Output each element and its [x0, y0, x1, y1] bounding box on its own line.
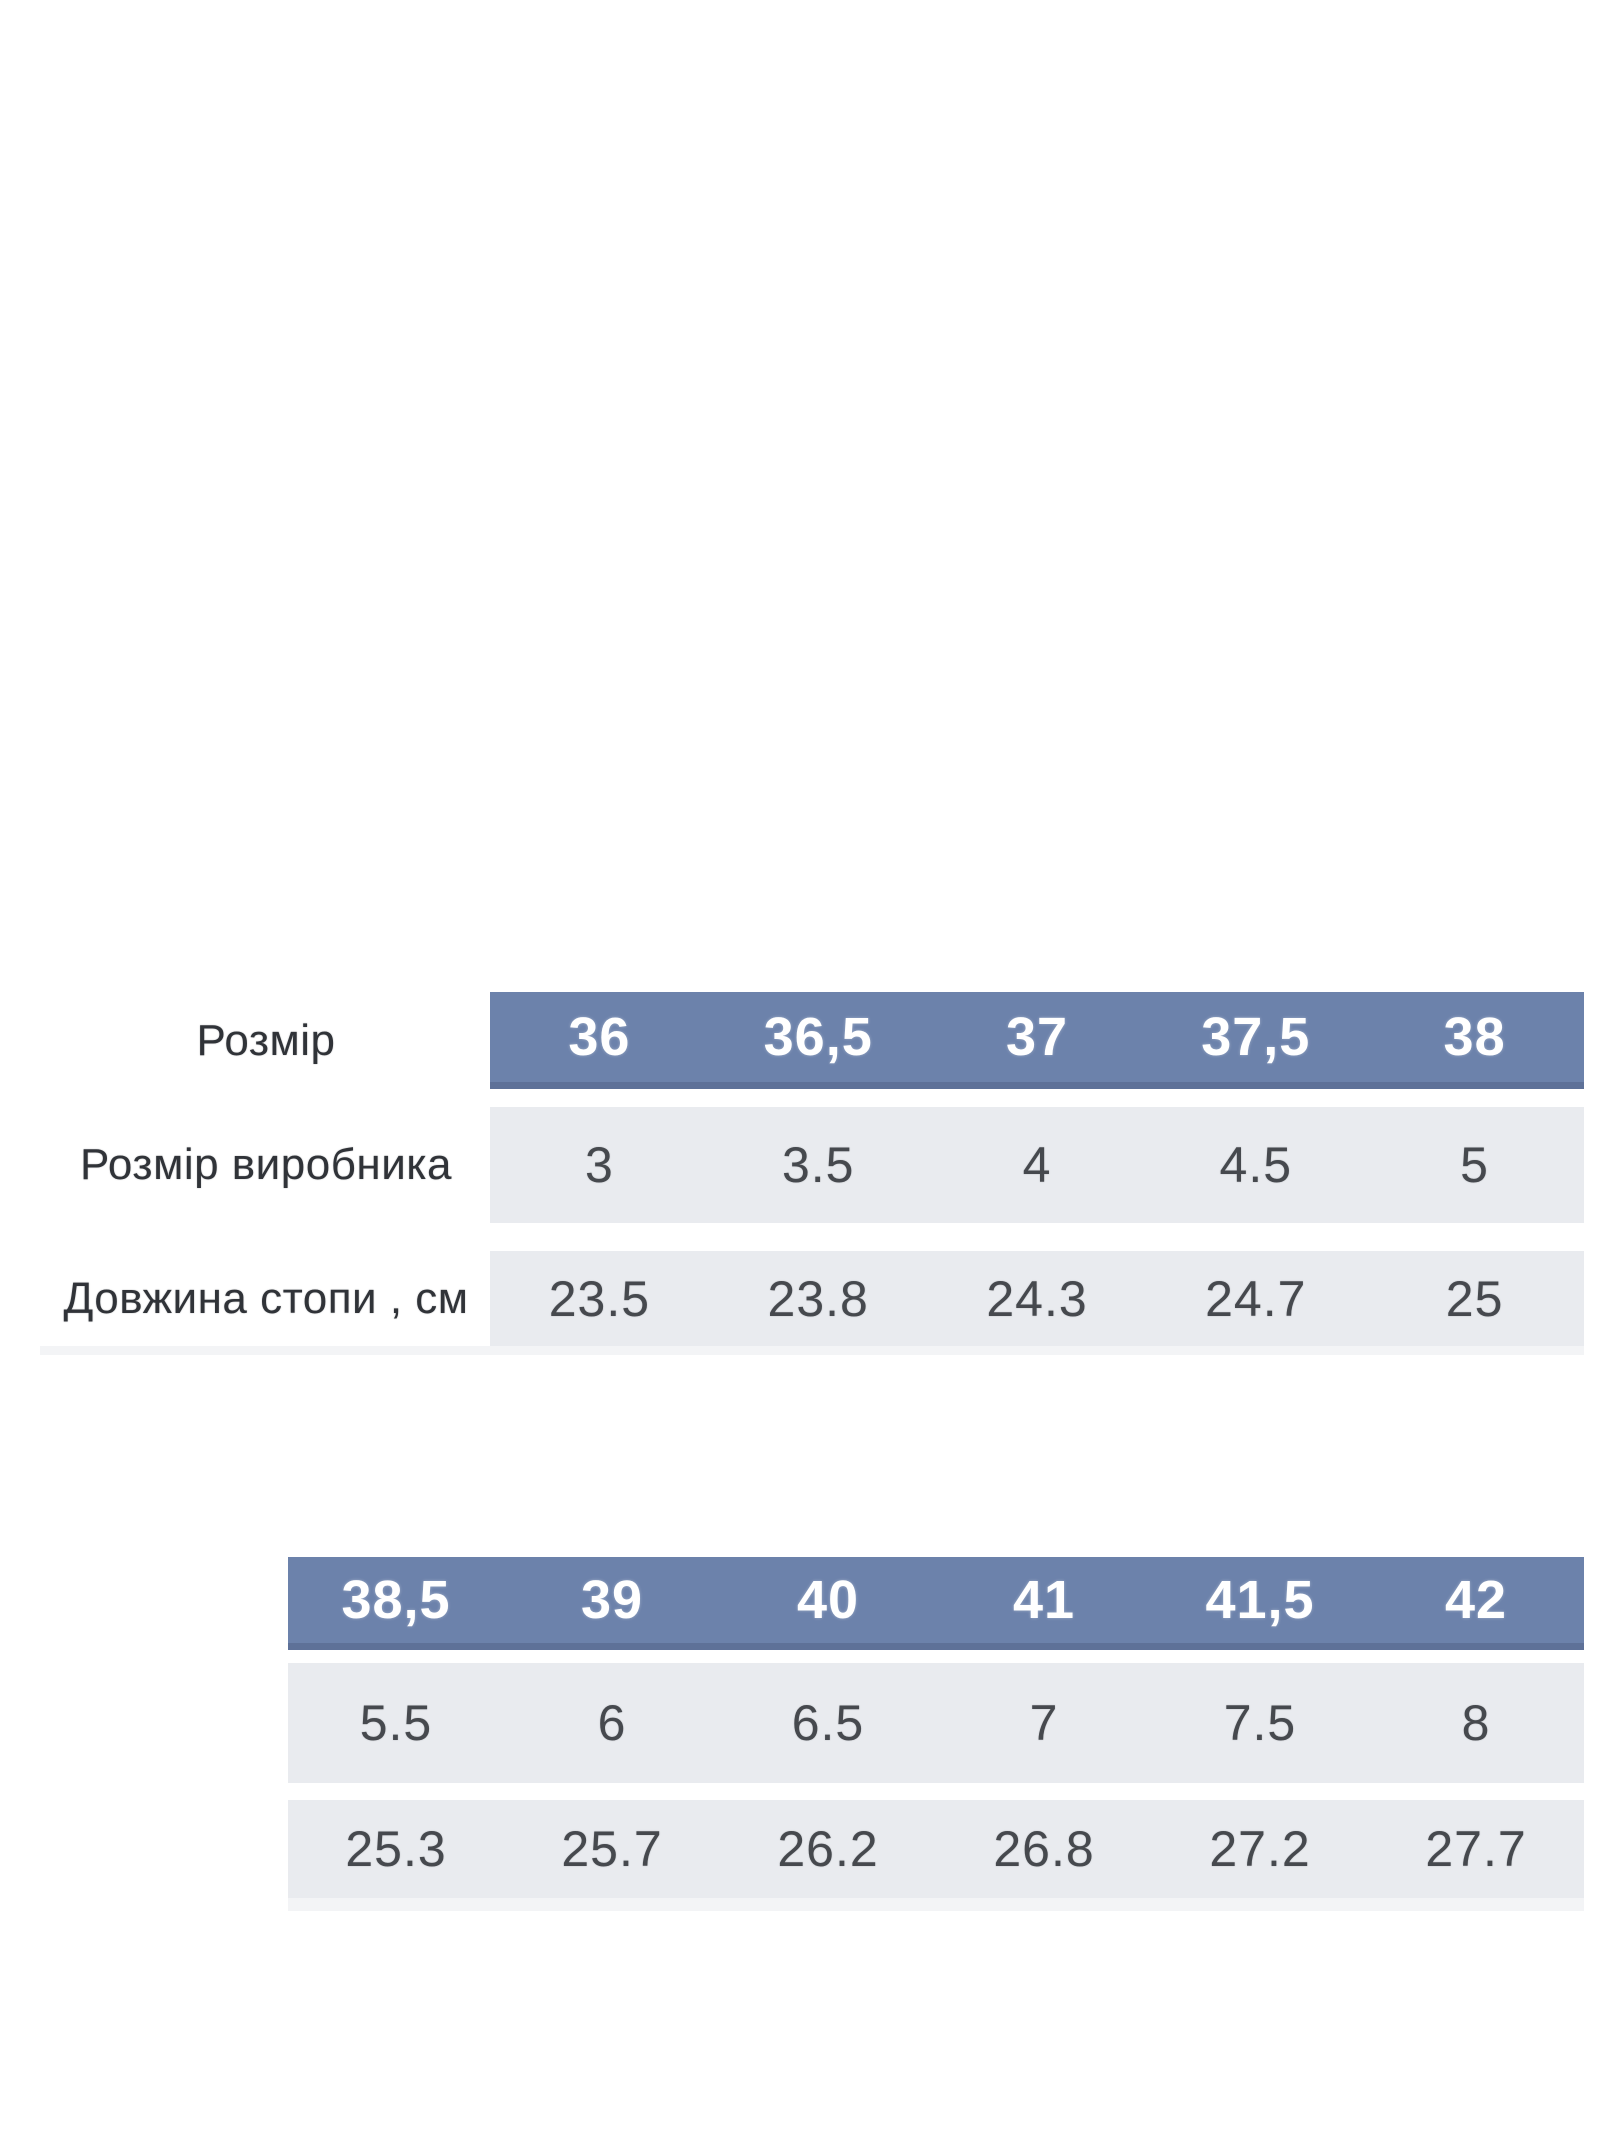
size-table-2-manufacturer-band: 5.5 6 6.5 7 7.5 8	[288, 1663, 1584, 1783]
foot-length-cell: 23.8	[767, 1270, 869, 1327]
size-table-2-foot-length-row: 25.3 25.7 26.2 26.8 27.2 27.7	[288, 1800, 1584, 1898]
size-table-1-header-row: Розмір 36 36,5 37 37,5 38	[0, 992, 1584, 1089]
foot-length-cell: 27.7	[1425, 1821, 1527, 1877]
size-header-cell: 37,5	[1201, 1007, 1311, 1067]
size-table-1-manufacturer-row: Розмір виробника 3 3.5 4 4.5 5	[0, 1107, 1584, 1223]
size-header-cell: 42	[1444, 1570, 1508, 1630]
manufacturer-size-cell: 3.5	[781, 1137, 855, 1193]
size-header-cell: 38	[1443, 1007, 1506, 1067]
size-header-cell: 36,5	[763, 1007, 873, 1067]
manufacturer-size-cell: 8	[1461, 1695, 1491, 1751]
size-table-1-manufacturer-band: 3 3.5 4 4.5 5	[490, 1107, 1584, 1223]
foot-length-cell: 23.5	[548, 1270, 651, 1327]
foot-length-cell: 24.7	[1205, 1270, 1307, 1327]
size-header-cell: 36	[568, 1007, 631, 1067]
manufacturer-size-cell: 6	[597, 1695, 627, 1751]
size-table-2-bottom-strip	[288, 1898, 1584, 1911]
size-header-cell: 37	[1005, 1007, 1069, 1067]
foot-length-cell: 25	[1445, 1270, 1504, 1327]
foot-length-cell: 26.8	[993, 1821, 1095, 1877]
size-table-2-manufacturer-row: 5.5 6 6.5 7 7.5 8	[288, 1663, 1584, 1783]
foot-length-cell: 24.3	[986, 1270, 1088, 1327]
foot-length-cell: 27.2	[1209, 1821, 1311, 1877]
size-table-2-foot-length-band: 25.3 25.7 26.2 26.8 27.2 27.7	[288, 1800, 1584, 1898]
manufacturer-size-cell: 4	[1022, 1137, 1052, 1193]
manufacturer-size-cell: 6.5	[791, 1695, 865, 1751]
manufacturer-size-cell: 3	[584, 1137, 614, 1193]
row-label-foot-length: Довжина стопи , см	[63, 1273, 469, 1323]
manufacturer-size-cell: 7	[1029, 1695, 1059, 1751]
size-table-1-foot-length-row: Довжина стопи , см 23.5 23.8 24.3 24.7 2…	[0, 1251, 1584, 1346]
size-header-cell: 38,5	[341, 1570, 451, 1630]
foot-length-cell: 25.3	[345, 1821, 447, 1877]
row-label-size: Розмір	[196, 1015, 336, 1065]
size-table-1-foot-length-band: 23.5 23.8 24.3 24.7 25	[490, 1251, 1584, 1346]
size-table-2-header-band: 38,5 39 40 41 41,5 42	[288, 1557, 1584, 1650]
size-header-cell: 41,5	[1205, 1570, 1315, 1630]
size-table-2-header-row: 38,5 39 40 41 41,5 42	[288, 1557, 1584, 1650]
size-header-cell: 41	[1012, 1570, 1076, 1630]
manufacturer-size-cell: 5	[1460, 1137, 1489, 1193]
manufacturer-size-cell: 7.5	[1223, 1695, 1297, 1751]
row-label-manufacturer-size: Розмір виробника	[80, 1140, 452, 1189]
size-header-cell: 40	[796, 1570, 860, 1630]
size-table-1-bottom-strip	[40, 1346, 1584, 1355]
manufacturer-size-cell: 5.5	[359, 1695, 433, 1751]
size-header-cell: 39	[580, 1570, 644, 1630]
foot-length-cell: 26.2	[777, 1821, 879, 1877]
size-table-1-header-band: 36 36,5 37 37,5 38	[490, 992, 1584, 1089]
foot-length-cell: 25.7	[561, 1821, 663, 1877]
manufacturer-size-cell: 4.5	[1219, 1137, 1293, 1193]
